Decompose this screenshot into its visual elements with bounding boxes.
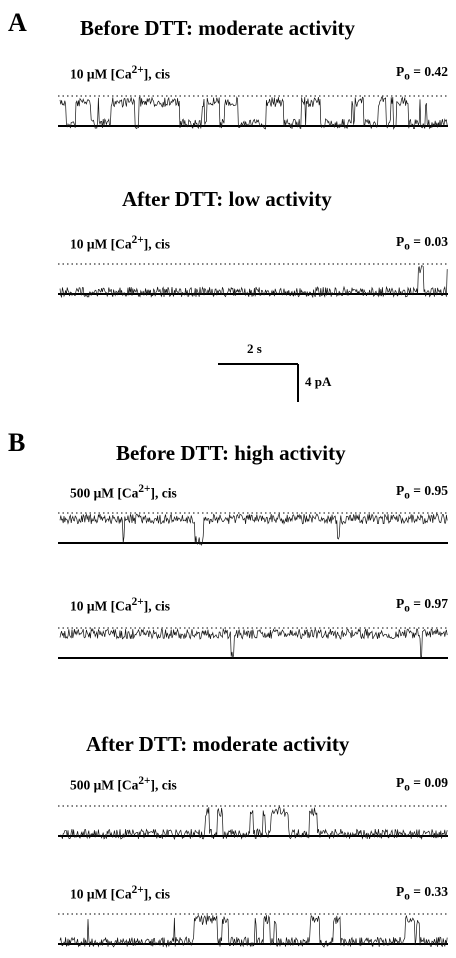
trace-condition-label: 10 μM [Ca2+], cis	[70, 596, 170, 614]
open-probability-label: Po = 0.42	[396, 64, 448, 83]
current-trace-path	[59, 627, 448, 659]
current-trace-path	[59, 806, 448, 841]
scale-bar	[218, 363, 299, 402]
channel-trace	[58, 95, 448, 131]
channel-trace	[58, 263, 448, 299]
open-probability-label: Po = 0.97	[396, 596, 448, 615]
scale-bar-time-label: 2 s	[247, 341, 262, 356]
trace-condition-label: 500 μM [Ca2+], cis	[70, 775, 177, 793]
trace-condition-label: 10 μM [Ca2+], cis	[70, 884, 170, 902]
section-heading: Before DTT: moderate activity	[80, 16, 356, 40]
section-heading: After DTT: moderate activity	[86, 732, 350, 756]
panel-label-a: A	[8, 8, 27, 37]
channel-trace	[58, 805, 448, 841]
channel-trace	[58, 512, 448, 547]
open-probability-label: Po = 0.09	[396, 775, 448, 794]
open-probability-label: Po = 0.03	[396, 234, 448, 253]
scale-bar-current-label: 4 pA	[305, 374, 332, 389]
channel-trace	[58, 913, 448, 948]
section-heading: Before DTT: high activity	[116, 441, 346, 465]
trace-condition-label: 10 μM [Ca2+], cis	[70, 234, 170, 252]
current-trace-path	[59, 96, 448, 131]
panel-label-b: B	[8, 428, 26, 457]
current-trace-path	[59, 914, 448, 948]
section-heading: After DTT: low activity	[122, 187, 332, 211]
current-trace-path	[59, 265, 448, 299]
current-trace-path	[59, 513, 448, 547]
trace-condition-label: 10 μM [Ca2+], cis	[70, 64, 170, 82]
channel-trace	[58, 627, 448, 659]
open-probability-label: Po = 0.95	[396, 483, 448, 502]
open-probability-label: Po = 0.33	[396, 884, 448, 903]
trace-condition-label: 500 μM [Ca2+], cis	[70, 483, 177, 501]
